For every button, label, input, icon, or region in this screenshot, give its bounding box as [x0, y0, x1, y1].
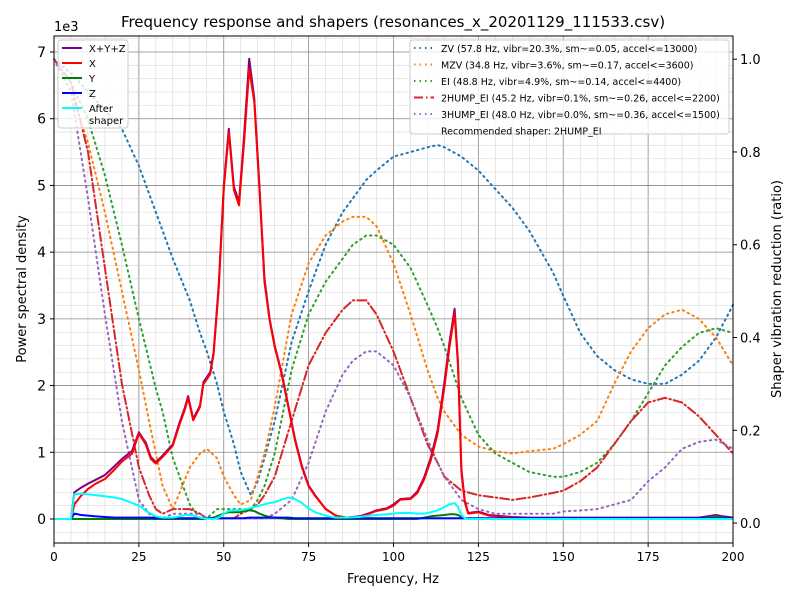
y-tick-label-right: 0.2: [740, 424, 761, 439]
legend-label: Y: [88, 74, 96, 85]
y-tick-label-right: 0.4: [740, 332, 761, 347]
shaper-curve-ei: [53, 58, 734, 520]
y-tick-label-right: 1.0: [740, 53, 761, 68]
x-tick-label: 150: [552, 550, 575, 564]
x-axis-label: Frequency, Hz: [347, 572, 439, 587]
x-tick-label: 200: [722, 550, 745, 564]
legend-label: 3HUMP_EI (48.0 Hz, vibr=0.0%, sm~=0.36, …: [441, 110, 720, 121]
legend-label: Z: [89, 89, 96, 100]
legend-box: [409, 39, 730, 135]
y-axis-label-right: Shaper vibration reduction (ratio): [770, 180, 785, 398]
shaper-curve-zv: [53, 58, 734, 498]
shaper-curve-mzv: [53, 58, 734, 512]
legend-label: ZV (57.8 Hz, vibr=20.3%, sm~=0.05, accel…: [441, 44, 697, 55]
y-tick-label: 5: [37, 178, 46, 194]
grid: [53, 36, 734, 543]
y-tick-label: 0: [37, 512, 46, 528]
legend-label: After: [89, 104, 114, 115]
y-offset-label: 1e3: [54, 20, 79, 35]
x-tick-label: 125: [467, 550, 490, 564]
y-tick-label-right: 0.6: [740, 239, 761, 254]
y-tick-label-right: 0.0: [740, 517, 761, 532]
psd-curve-x: [54, 67, 733, 520]
psd-curve-after: [54, 492, 733, 520]
x-tick-label: 0: [50, 550, 58, 564]
recommended-shaper-label: Recommended shaper: 2HUMP_EI: [441, 127, 602, 138]
legend-label: X+Y+Z: [89, 44, 126, 55]
legend-label: EI (48.8 Hz, vibr=4.9%, sm~=0.14, accel<…: [441, 77, 681, 88]
legend-label: MZV (34.8 Hz, vibr=3.6%, sm~=0.17, accel…: [441, 61, 693, 72]
shaper-curve-2hump-ei: [53, 58, 734, 520]
legend-label: shaper: [89, 116, 124, 127]
y-tick-label: 1: [37, 445, 46, 461]
y-axis-label: Power spectral density: [15, 215, 30, 363]
y-tick-label: 4: [37, 245, 46, 261]
x-tick-label: 75: [301, 550, 316, 564]
y-tick-label: 2: [37, 379, 46, 395]
legend-label: X: [89, 59, 96, 70]
y-tick-label: 7: [37, 45, 46, 61]
x-tick-label: 25: [131, 550, 146, 564]
shaper-curve-3hump-ei: [53, 58, 734, 520]
y-tick-label: 3: [37, 312, 46, 328]
chart-title: Frequency response and shapers (resonanc…: [121, 13, 665, 32]
x-tick-label: 50: [216, 550, 231, 564]
y-tick-label-right: 0.8: [740, 146, 761, 161]
series-layer: [53, 57, 734, 520]
y-tick-label: 6: [37, 112, 46, 128]
ticks: 0 25 50 75 100 125 150 175 200 0 1 2 3 4 5 6 7 0.0 0.2 0.4 0…: [37, 45, 761, 564]
legend-label: 2HUMP_EI (45.2 Hz, vibr=0.1%, sm~=0.26, …: [441, 94, 720, 105]
x-tick-label: 175: [637, 550, 660, 564]
x-tick-label: 100: [382, 550, 405, 564]
legend-shapers: ZV (57.8 Hz, vibr=20.3%, sm~=0.05, accel…: [409, 39, 730, 138]
